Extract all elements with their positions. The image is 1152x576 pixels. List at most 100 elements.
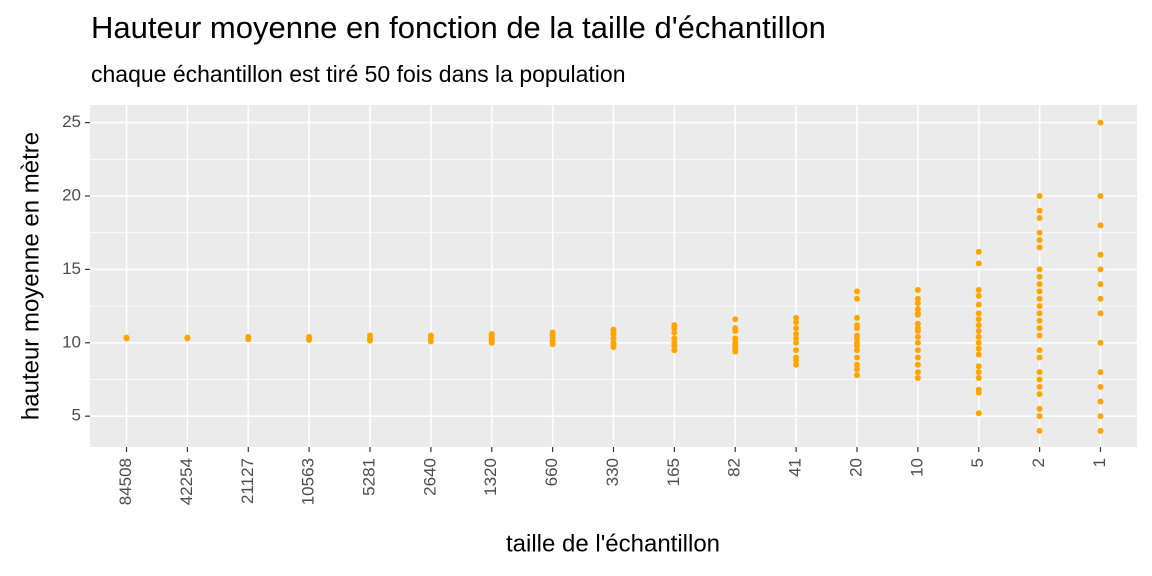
point (975, 375, 982, 382)
point (1036, 237, 1043, 244)
point (1036, 413, 1043, 420)
y-tick-label: 25 (62, 112, 81, 131)
point (975, 328, 982, 335)
x-tick-label: 330 (603, 458, 622, 486)
point (671, 329, 678, 336)
x-tick-label: 10 (907, 458, 926, 477)
point (793, 357, 800, 364)
point (853, 366, 860, 373)
point (975, 339, 982, 346)
point (549, 338, 556, 345)
point (793, 330, 800, 337)
point (367, 335, 374, 342)
x-tick-label: 2640 (420, 458, 439, 496)
point (975, 369, 982, 376)
point (853, 295, 860, 302)
x-tick-label: 21127 (238, 458, 257, 504)
y-tick-label: 5 (72, 406, 81, 425)
point (1036, 383, 1043, 390)
point (853, 354, 860, 361)
point (1097, 369, 1104, 376)
point (488, 333, 495, 340)
point (1097, 383, 1104, 390)
y-tick-label: 15 (62, 259, 81, 278)
point (975, 363, 982, 370)
point (975, 316, 982, 323)
point (1036, 266, 1043, 273)
point (610, 328, 617, 335)
point (671, 347, 678, 354)
point (549, 332, 556, 339)
point (1097, 413, 1104, 420)
x-tick-label: 20 (846, 458, 865, 477)
point (1036, 303, 1043, 310)
point (1036, 229, 1043, 236)
point (1097, 281, 1104, 288)
x-tick-label: 2 (1029, 458, 1048, 467)
point (184, 334, 191, 341)
point (853, 325, 860, 332)
point (1036, 376, 1043, 383)
point (914, 361, 921, 368)
point (1036, 288, 1043, 295)
point (671, 335, 678, 342)
point (975, 322, 982, 329)
point (671, 325, 678, 332)
point (732, 339, 739, 346)
point (914, 347, 921, 354)
point (1036, 193, 1043, 200)
point (1036, 369, 1043, 376)
x-tick-label: 1 (1090, 458, 1109, 467)
point (914, 300, 921, 307)
point (853, 335, 860, 342)
point (914, 333, 921, 340)
point (1036, 244, 1043, 251)
point (914, 339, 921, 346)
point (1097, 222, 1104, 229)
point (975, 260, 982, 267)
point (853, 314, 860, 321)
point (1036, 427, 1043, 434)
y-tick-label: 10 (62, 332, 81, 351)
marks (123, 119, 1104, 434)
point (1097, 193, 1104, 200)
point (1036, 354, 1043, 361)
x-tick-label: 1320 (481, 458, 500, 496)
x-tick-label: 84508 (116, 458, 135, 505)
point (1097, 295, 1104, 302)
chart-subtitle: chaque échantillon est tiré 50 fois dans… (91, 61, 625, 87)
point (793, 314, 800, 321)
point (853, 347, 860, 354)
x-tick-label: 660 (542, 458, 561, 486)
point (793, 339, 800, 346)
point (914, 320, 921, 327)
point (975, 351, 982, 358)
point (1036, 295, 1043, 302)
point (1097, 266, 1104, 273)
point (1036, 273, 1043, 280)
point (975, 410, 982, 417)
point (1036, 325, 1043, 332)
x-tick-label: 82 (725, 458, 744, 477)
x-axis-label: taille de l'échantillon (506, 530, 720, 557)
point (793, 335, 800, 342)
point (123, 334, 130, 341)
point (610, 341, 617, 348)
point (975, 389, 982, 396)
point (975, 310, 982, 317)
point (975, 248, 982, 255)
point (732, 335, 739, 342)
point (306, 335, 313, 342)
point (1097, 251, 1104, 258)
point (853, 361, 860, 368)
x-tick-label: 165 (664, 458, 683, 486)
point (1097, 310, 1104, 317)
point (914, 375, 921, 382)
point (245, 333, 252, 340)
point (914, 306, 921, 313)
point (427, 335, 434, 342)
point (1036, 281, 1043, 288)
point (1036, 310, 1043, 317)
point (975, 286, 982, 293)
